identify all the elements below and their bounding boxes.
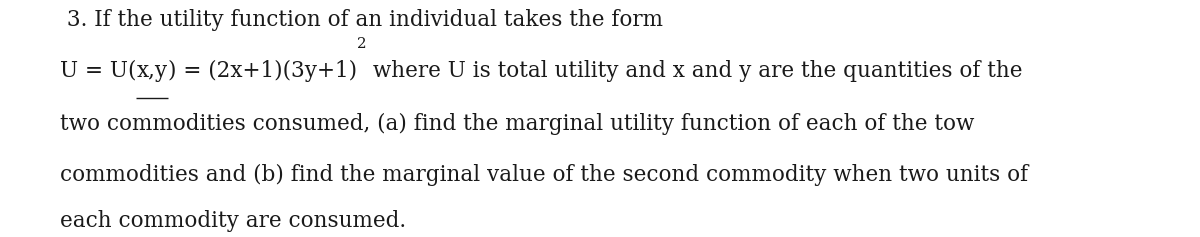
Text: U = U(: U = U( xyxy=(60,60,137,82)
Text: commodities and (b) find the marginal value of the second commodity when two uni: commodities and (b) find the marginal va… xyxy=(60,164,1028,186)
Text: x,y: x,y xyxy=(137,60,168,82)
Text: each commodity are consumed.: each commodity are consumed. xyxy=(60,210,406,232)
Text: where U is total utility and x and y are the quantities of the: where U is total utility and x and y are… xyxy=(366,60,1022,82)
Text: ) = (2x+1)(3y+1): ) = (2x+1)(3y+1) xyxy=(168,60,356,82)
Text: 3. If the utility function of an individual takes the form: 3. If the utility function of an individ… xyxy=(60,9,662,31)
Text: two commodities consumed, (a) find the marginal utility function of each of the : two commodities consumed, (a) find the m… xyxy=(60,113,974,135)
Text: 2: 2 xyxy=(356,37,366,51)
